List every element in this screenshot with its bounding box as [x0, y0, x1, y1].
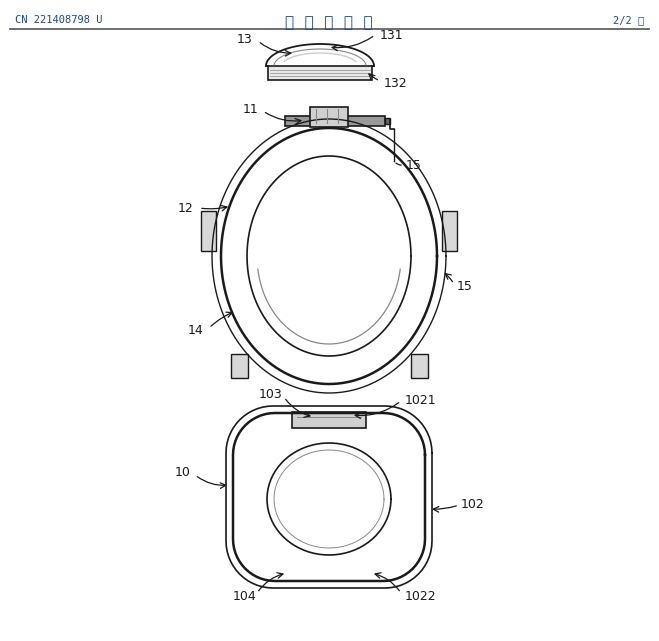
Text: 说  明  书  附  图: 说 明 书 附 图: [285, 15, 373, 30]
Text: 14: 14: [188, 324, 204, 337]
Text: 10: 10: [175, 467, 191, 479]
FancyBboxPatch shape: [442, 211, 457, 251]
Text: 11: 11: [243, 103, 259, 115]
Text: 2/2 页: 2/2 页: [613, 15, 644, 25]
Text: 102: 102: [461, 499, 485, 512]
FancyBboxPatch shape: [411, 354, 428, 378]
FancyBboxPatch shape: [231, 354, 248, 378]
Text: 15: 15: [457, 279, 473, 292]
Text: 12: 12: [178, 201, 194, 215]
Text: 1021: 1021: [405, 394, 437, 408]
Text: 104: 104: [233, 590, 257, 603]
Text: 1022: 1022: [405, 590, 437, 603]
Text: 131: 131: [380, 28, 403, 42]
Text: 103: 103: [259, 388, 283, 401]
Text: 13: 13: [237, 33, 253, 46]
Bar: [268, 66, 372, 80]
FancyBboxPatch shape: [292, 412, 366, 428]
Bar: [285, 116, 385, 126]
Text: 132: 132: [384, 76, 408, 90]
Bar: [385, 118, 390, 124]
Text: 15: 15: [406, 158, 422, 172]
FancyBboxPatch shape: [310, 107, 348, 127]
Text: CN 221408798 U: CN 221408798 U: [15, 15, 103, 25]
FancyBboxPatch shape: [201, 211, 216, 251]
